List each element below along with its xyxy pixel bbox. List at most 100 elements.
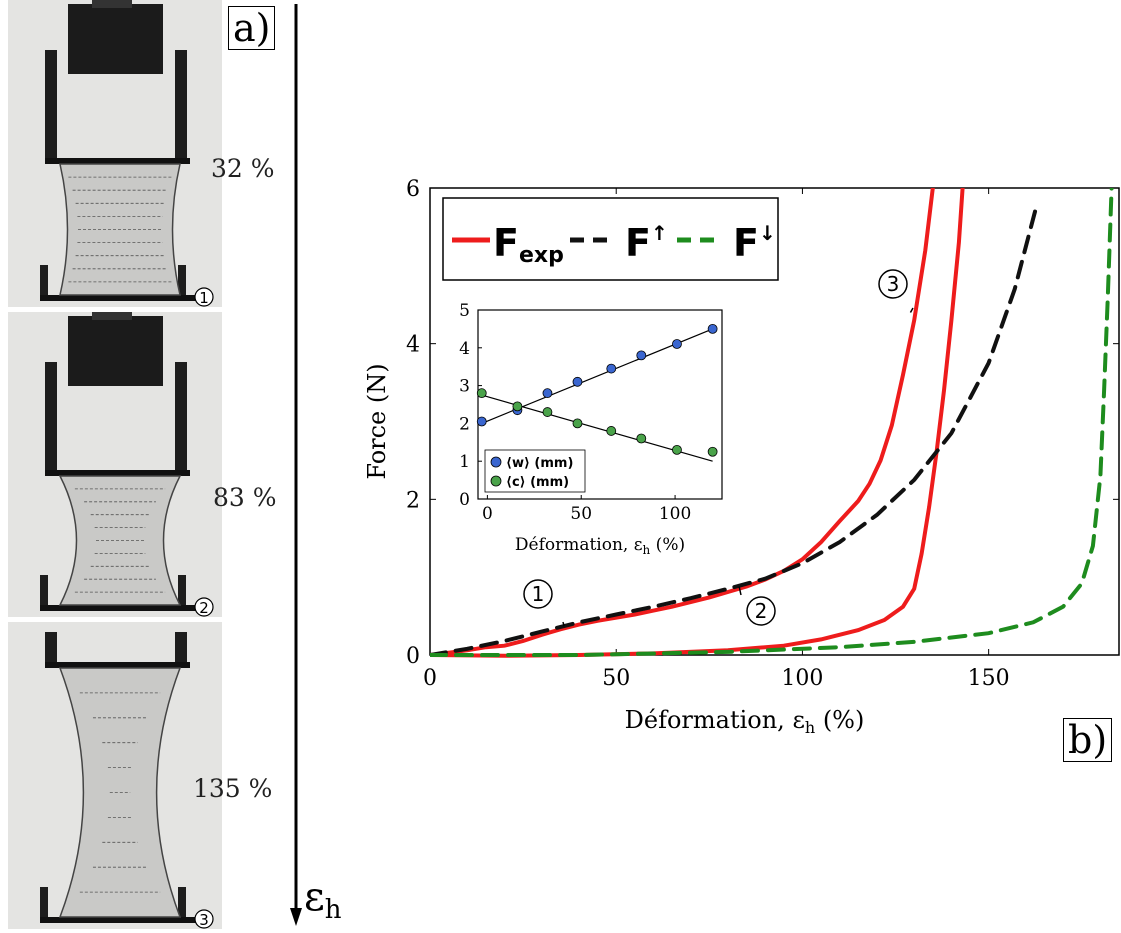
upper-bar: [45, 470, 190, 476]
upper-clamp: [68, 4, 163, 74]
legend-label-exp: Fexp: [493, 221, 564, 268]
inset-x-tick-label: 0: [482, 504, 493, 524]
upper-bar: [45, 158, 190, 164]
specimen-photo-3: 3: [8, 622, 222, 929]
photo-strip: 1 2 3: [0, 0, 230, 929]
curve-marker-circle-2: [746, 596, 776, 626]
photo-marker-circle: [194, 909, 214, 929]
inset-legend-label-2: ⟨c⟩ (mm): [506, 475, 569, 490]
left-post: [45, 632, 57, 662]
strain-label-1: 32 %: [211, 154, 275, 183]
right-post: [175, 362, 187, 470]
inset-legend-label-1: ⟨w⟩ (mm): [506, 456, 573, 471]
upper-bar: [45, 662, 190, 668]
inset-point-series-1: [542, 388, 553, 399]
inset-legend-box: [484, 449, 586, 493]
photo-marker-circle: [194, 597, 214, 617]
specimen-photos: 1 2 3: [8, 0, 222, 929]
lower-bar: [40, 605, 200, 611]
mesh-specimen: [58, 475, 182, 606]
photo-marker-label: 2: [199, 599, 209, 617]
photo-marker-circle: [194, 287, 214, 307]
series-line-f-up: [430, 201, 1040, 657]
y-tick-label: 2: [406, 488, 420, 513]
curve-marker-leader-3: [909, 307, 914, 313]
inset-point-series-1: [672, 339, 682, 349]
inset-point-series-1: [476, 416, 487, 427]
inset-y-tick-label: 0: [459, 490, 470, 510]
left-post: [45, 50, 57, 158]
x-tick-label: 50: [602, 666, 630, 691]
panel-b-letter: b): [1063, 718, 1113, 762]
series-line-f-exp: [430, 188, 935, 657]
lower-bar: [40, 295, 200, 301]
curve-marker-leader-1: [562, 621, 565, 627]
strain-label-3: 135 %: [193, 774, 273, 803]
right-post: [175, 632, 187, 662]
photo-marker-label: 3: [199, 911, 209, 929]
x-tick-label: 0: [423, 666, 437, 691]
clamp-rod: [92, 0, 132, 8]
strain-arrow-head: [290, 908, 302, 926]
inset-point-series-2: [542, 407, 553, 417]
y-tick-label: 4: [406, 333, 420, 358]
specimen-photo-2: 2: [8, 312, 222, 617]
legend-label-up: F↑: [625, 221, 668, 265]
inset-point-series-2: [606, 426, 617, 436]
inset-y-tick-label: 1: [459, 452, 470, 472]
inset-x-tick-label: 100: [659, 504, 691, 524]
inset-point-series-2: [636, 433, 647, 444]
legend-box: [442, 197, 779, 281]
inset-y-tick-label: 3: [459, 377, 470, 397]
inset-point-series-1: [606, 363, 617, 374]
inset-legend-marker-1: [490, 456, 502, 468]
x-tick-label: 100: [781, 666, 823, 691]
strain-label-2: 83 %: [213, 483, 277, 512]
lower-right-post: [178, 265, 186, 295]
inset-point-series-1: [572, 376, 583, 387]
inset-y-tick-label: 5: [459, 301, 470, 321]
inset-legend-marker-2: [490, 475, 502, 487]
curve-marker-label-2: 2: [755, 599, 768, 623]
photo-marker-label: 1: [199, 289, 209, 307]
inset-y-tick-label: 2: [459, 414, 470, 434]
upper-clamp: [68, 316, 163, 386]
left-post: [45, 362, 57, 470]
curve-marker-leader-2: [738, 586, 742, 596]
inset-point-series-1: [707, 323, 718, 334]
inset-point-series-2: [476, 388, 487, 399]
inset-point-series-2: [672, 444, 682, 455]
strain-arrow-label: εh: [304, 874, 342, 925]
curve-marker-circle-3: [878, 269, 908, 299]
curve-marker-circle-1: [523, 579, 553, 609]
lower-right-post: [178, 575, 186, 605]
specimen-photo-1: 1: [8, 0, 222, 307]
lower-bar: [40, 917, 200, 923]
inset-x-tick-label: 50: [570, 504, 592, 524]
inset-x-axis-label: Déformation, εh (%): [515, 535, 685, 557]
x-tick-label: 150: [968, 666, 1010, 691]
lower-left-post: [40, 265, 48, 295]
inset-legend: ⟨w⟩ (mm) ⟨c⟩ (mm): [484, 449, 586, 493]
lower-left-post: [40, 575, 48, 605]
inset-point-series-2: [512, 401, 523, 412]
y-tick-label: 0: [406, 644, 420, 669]
lower-right-post: [178, 887, 186, 917]
inset-point-series-1: [636, 350, 647, 361]
legend: Fexp F↑ F↓: [442, 197, 779, 281]
lower-left-post: [40, 887, 48, 917]
curve-marker-label-1: 1: [532, 582, 545, 606]
curve-marker-label-3: 3: [887, 272, 900, 296]
x-axis-label: Déformation, εh (%): [625, 706, 865, 737]
y-axis-label: Force (N): [363, 363, 391, 479]
inset-point-series-2: [572, 418, 583, 429]
clamp-rod: [92, 312, 132, 320]
inset-y-tick-label: 4: [459, 339, 470, 359]
y-tick-label: 6: [406, 177, 420, 202]
series-line-f-down: [430, 188, 1114, 657]
inset-point-series-2: [707, 446, 718, 457]
right-post: [175, 50, 187, 158]
legend-label-down: F↓: [733, 221, 776, 265]
panel-a-letter: a): [228, 6, 276, 50]
